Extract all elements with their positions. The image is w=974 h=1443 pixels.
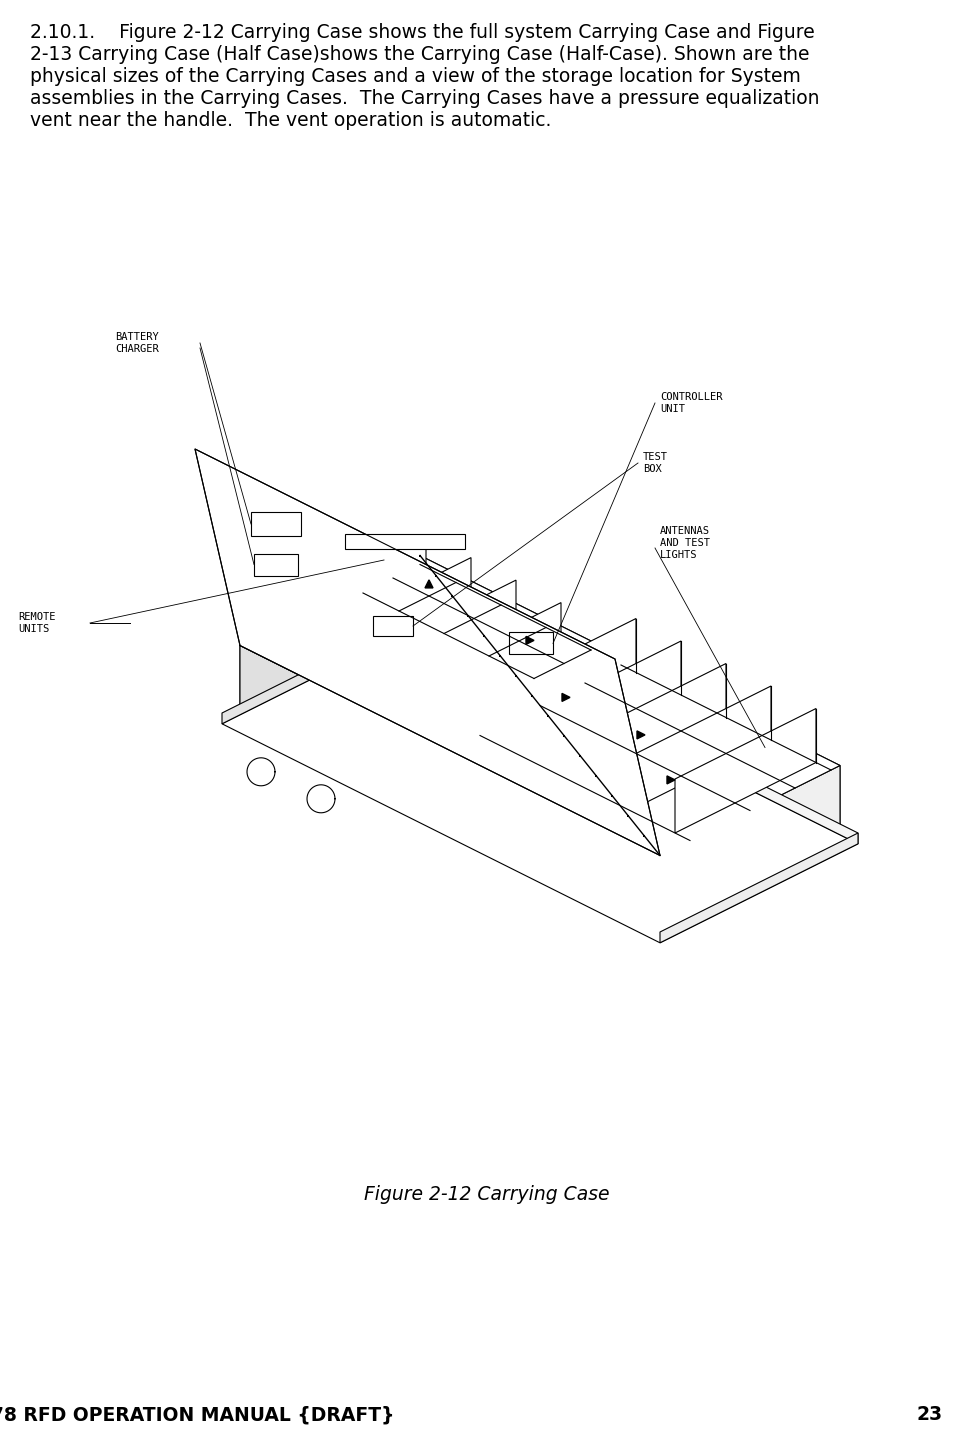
Polygon shape xyxy=(307,785,335,812)
Polygon shape xyxy=(504,603,561,664)
Polygon shape xyxy=(637,732,645,739)
Text: CONTROLLER
UNIT: CONTROLLER UNIT xyxy=(660,392,723,414)
Polygon shape xyxy=(251,512,301,535)
Polygon shape xyxy=(526,636,534,645)
Polygon shape xyxy=(247,758,275,786)
Polygon shape xyxy=(495,619,636,743)
Polygon shape xyxy=(414,557,471,619)
Polygon shape xyxy=(660,833,858,942)
Polygon shape xyxy=(195,449,660,856)
Text: 1678 RFD OPERATION MANUAL {DRAFT}: 1678 RFD OPERATION MANUAL {DRAFT} xyxy=(0,1405,394,1424)
Polygon shape xyxy=(667,776,675,784)
Polygon shape xyxy=(240,556,840,856)
Text: 2-13 Carrying Case (Half Case)shows the Carrying Case (Half-Case). Shown are the: 2-13 Carrying Case (Half Case)shows the … xyxy=(30,45,809,63)
Text: vent near the handle.  The vent operation is automatic.: vent near the handle. The vent operation… xyxy=(30,111,551,130)
Text: physical sizes of the Carrying Cases and a view of the storage location for Syst: physical sizes of the Carrying Cases and… xyxy=(30,66,801,87)
Text: BATTERY
CHARGER: BATTERY CHARGER xyxy=(115,332,159,354)
Polygon shape xyxy=(540,641,681,765)
Polygon shape xyxy=(425,580,433,587)
Polygon shape xyxy=(373,616,413,636)
Polygon shape xyxy=(585,664,726,788)
Text: assemblies in the Carrying Cases.  The Carrying Cases have a pressure equalizati: assemblies in the Carrying Cases. The Ca… xyxy=(30,89,819,108)
Polygon shape xyxy=(240,645,660,924)
Polygon shape xyxy=(420,556,840,833)
Polygon shape xyxy=(222,615,420,724)
Text: REMOTE
UNITS: REMOTE UNITS xyxy=(18,612,56,633)
Polygon shape xyxy=(369,535,426,596)
Polygon shape xyxy=(675,709,816,833)
Polygon shape xyxy=(562,694,570,701)
Polygon shape xyxy=(222,625,858,942)
Polygon shape xyxy=(254,554,298,576)
Text: TEST
BOX: TEST BOX xyxy=(643,452,668,473)
Polygon shape xyxy=(660,765,840,924)
Polygon shape xyxy=(630,685,771,811)
Polygon shape xyxy=(240,556,420,713)
Polygon shape xyxy=(459,580,516,641)
Polygon shape xyxy=(420,615,858,844)
Text: 2.10.1.    Figure 2-12 Carrying Case shows the full system Carrying Case and Fig: 2.10.1. Figure 2-12 Carrying Case shows … xyxy=(30,23,814,42)
Polygon shape xyxy=(345,534,465,548)
Polygon shape xyxy=(509,632,553,654)
Text: Figure 2-12 Carrying Case: Figure 2-12 Carrying Case xyxy=(364,1186,610,1205)
Text: ANTENNAS
AND TEST
LIGHTS: ANTENNAS AND TEST LIGHTS xyxy=(660,527,710,560)
Text: 23: 23 xyxy=(917,1405,943,1424)
